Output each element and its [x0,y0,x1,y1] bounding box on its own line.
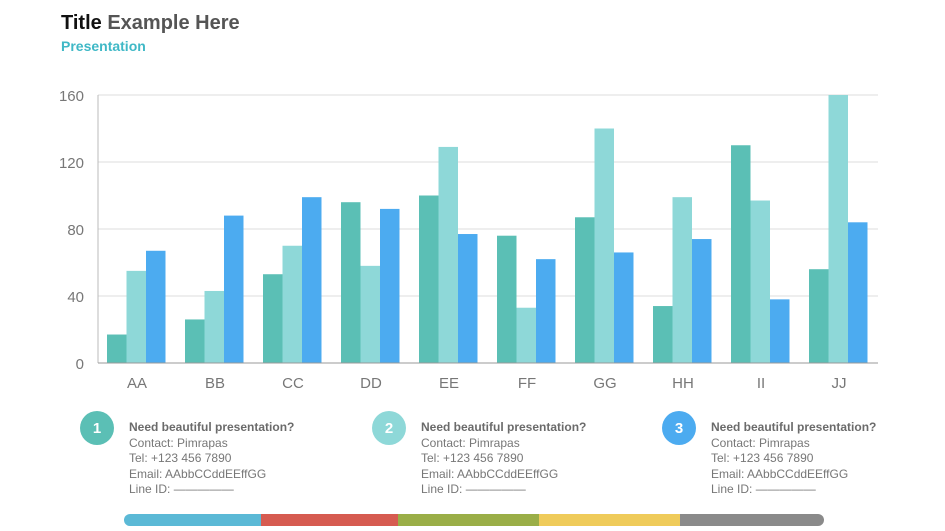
bar [438,146,458,363]
bar [282,245,302,363]
bar [107,334,127,363]
color-strip-segment [124,514,261,526]
x-tick-label: II [757,375,765,392]
x-tick-label: BB [205,375,225,392]
color-strip-segment [680,514,824,526]
bar [575,217,595,363]
contact-email: Email: AAbbCCddEEffGG [129,466,267,481]
y-tick-label: 80 [67,222,84,239]
bar [185,319,205,363]
y-tick-label: 160 [59,88,84,105]
bar [614,252,634,363]
bar [653,306,673,363]
bar [497,235,517,363]
bar [594,128,614,363]
step-number-badge: 2 [372,411,406,445]
bar [360,265,380,363]
step-number-badge: 1 [80,411,114,445]
bar [770,299,790,363]
slide-subtitle: Presentation [61,38,146,54]
contact-text: Need beautiful presentation? Contact: Pim… [421,420,586,498]
y-tick-label: 120 [59,155,84,172]
bar [380,208,400,363]
x-tick-label: JJ [832,375,847,392]
contact-block: 1 Need beautiful presentation? Contact: Pi… [80,410,350,500]
bar [224,215,244,363]
x-tick-label: AA [127,375,147,392]
x-tick-label: EE [439,375,459,392]
color-strip-segment [539,514,680,526]
bar [672,197,692,363]
bar [302,197,322,363]
contact-name: Contact: Pimrapas [711,435,810,450]
bar [204,290,224,363]
bar [126,270,146,363]
contact-line-id: Line ID: ————— [129,482,234,496]
contact-email: Email: AAbbCCddEEffGG [711,466,849,481]
contact-name: Contact: Pimrapas [421,435,520,450]
x-tick-label: DD [360,375,382,392]
bar [828,95,848,363]
color-strip-segment [398,514,539,526]
contact-tel: Tel: +123 456 7890 [711,451,814,465]
color-strip-segment [261,514,398,526]
x-tick-label: HH [672,375,694,392]
title-secondary: Example Here [107,12,240,34]
color-strip [124,514,824,526]
x-tick-label: FF [518,375,536,392]
contact-line-id: Line ID: ————— [421,482,526,496]
contact-name: Contact: Pimrapas [129,435,228,450]
bar [516,307,536,363]
bar [809,269,829,363]
contact-block: 2 Need beautiful presentation? Contact: Pi… [372,410,642,500]
contact-text: Need beautiful presentation? Contact: Pim… [711,420,876,498]
step-number-badge: 3 [662,411,696,445]
bar [848,222,868,363]
bar [692,239,712,363]
bar [731,145,751,363]
contact-heading: Need beautiful presentation? [421,420,587,434]
contact-tel: Tel: +123 456 7890 [129,451,232,465]
contact-heading: Need beautiful presentation? [711,420,877,434]
contact-heading: Need beautiful presentation? [129,420,295,434]
contact-line-id: Line ID: ————— [711,482,816,496]
bar [341,202,361,363]
y-tick-label: 0 [76,356,84,373]
title-primary: Title [61,12,102,34]
contact-text: Need beautiful presentation? Contact: Pim… [129,420,294,498]
bar [146,250,166,363]
bar-chart: 0 40 80 120 160 AA BB CC DD EE FF GG HH II JJ [59,88,878,392]
x-tick-label: GG [593,375,616,392]
contact-email: Email: AAbbCCddEEffGG [421,466,559,481]
contact-block: 3 Need beautiful presentation? Contact: Pi… [662,410,932,500]
bar [750,200,770,363]
contact-tel: Tel: +123 456 7890 [421,451,524,465]
bar [536,259,556,363]
x-tick-label: CC [282,375,304,392]
y-tick-label: 40 [67,289,84,306]
slide-title: Title Example Here [61,12,240,35]
bar [419,195,439,363]
bar [458,234,478,363]
bar [263,274,283,363]
